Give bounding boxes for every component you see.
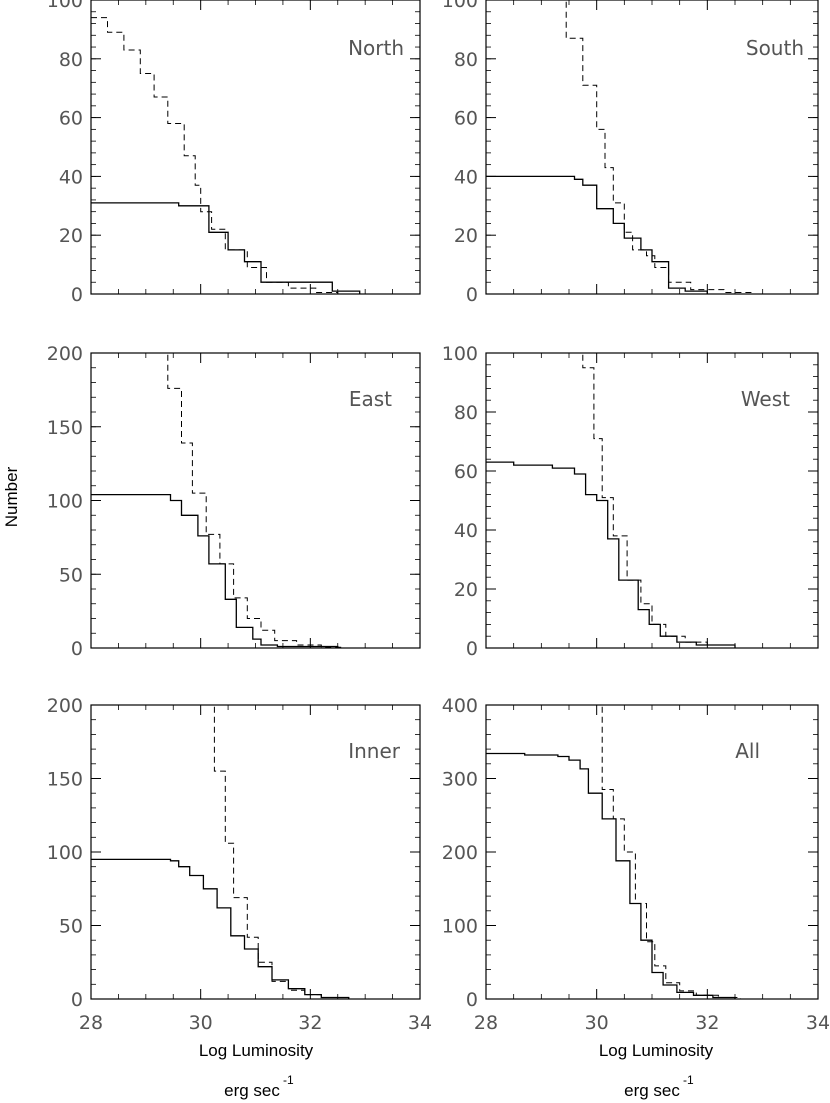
- y-tick-label: 200: [47, 695, 83, 717]
- y-tick-label: 150: [47, 417, 83, 439]
- y-tick-label: 0: [466, 284, 478, 306]
- y-tick-label: 40: [454, 166, 478, 188]
- y-tick-label: 0: [466, 989, 478, 1011]
- y-tick-label: 100: [442, 343, 478, 365]
- y-tick-label: 0: [71, 989, 83, 1011]
- series-observed: [91, 493, 339, 648]
- y-tick-label: 200: [47, 343, 83, 365]
- y-axis-title: Number: [2, 466, 21, 527]
- y-tick-label: 300: [442, 769, 478, 791]
- series-corrected: [91, 17, 339, 294]
- x-tick-label: 28: [474, 1012, 498, 1034]
- y-tick-label: 0: [71, 638, 83, 660]
- x-tick-label: 30: [189, 1012, 213, 1034]
- y-tick-label: 150: [47, 769, 83, 791]
- y-tick-label: 50: [59, 564, 83, 586]
- series-corrected: [557, 0, 753, 294]
- x-axis-title-right: Log Luminosity: [599, 1041, 714, 1060]
- x-axis-units-left: erg sec: [224, 1081, 280, 1100]
- panel-label: All: [735, 739, 760, 763]
- series-observed: [91, 858, 350, 999]
- y-tick-label: 100: [47, 842, 83, 864]
- series-corrected: [574, 353, 736, 648]
- y-tick-label: 400: [442, 695, 478, 717]
- y-tick-label: 80: [59, 49, 83, 71]
- y-tick-label: 80: [454, 49, 478, 71]
- x-axis-units-exponent-left: -1: [283, 1073, 294, 1087]
- x-tick-label: 30: [585, 1012, 609, 1034]
- series-observed: [486, 752, 736, 999]
- x-tick-label: 32: [695, 1012, 719, 1034]
- y-tick-label: 20: [454, 225, 478, 247]
- y-tick-label: 60: [59, 108, 83, 130]
- y-tick-label: 50: [59, 916, 83, 938]
- series-corrected: [593, 705, 741, 999]
- panel-east: 0 50 100 150 200 East: [47, 343, 421, 660]
- y-tick-label: 40: [59, 166, 83, 188]
- y-tick-label: 100: [442, 916, 478, 938]
- y-tick-label: 60: [454, 461, 478, 483]
- y-tick-label: 60: [454, 108, 478, 130]
- y-tick-label: 0: [71, 284, 83, 306]
- panel-label: Inner: [348, 739, 401, 763]
- y-tick-label: 20: [59, 225, 83, 247]
- panel-all: 0 100 200 300 400 28 30 32 34 All: [442, 695, 830, 1034]
- panel-north: 0 20 40 60 80 100 North: [47, 0, 421, 306]
- x-axis-units-right: erg sec: [624, 1081, 680, 1100]
- panel-west: 0 20 40 60 80 100 West: [442, 343, 819, 660]
- panel-south: 0 20 40 60 80 100 South: [442, 0, 819, 306]
- y-tick-label: 20: [454, 579, 478, 601]
- x-tick-label: 34: [408, 1012, 432, 1034]
- panel-label: East: [349, 387, 392, 411]
- y-tick-label: 100: [47, 0, 83, 12]
- y-tick-label: 0: [466, 638, 478, 660]
- series-observed: [486, 461, 736, 648]
- y-tick-label: 200: [442, 842, 478, 864]
- y-tick-label: 100: [442, 0, 478, 12]
- x-tick-label: 32: [298, 1012, 322, 1034]
- panel-label: West: [741, 387, 790, 411]
- x-axis-title-left: Log Luminosity: [199, 1041, 314, 1060]
- panel-inner: 0 50 100 150 200 28 30 32 34 Inner: [47, 695, 432, 1034]
- y-tick-label: 100: [47, 491, 83, 513]
- series-observed: [486, 175, 708, 294]
- x-tick-label: 34: [806, 1012, 830, 1034]
- y-tick-label: 80: [454, 402, 478, 424]
- x-tick-label: 28: [79, 1012, 103, 1034]
- panel-label: North: [348, 36, 404, 60]
- series-corrected: [206, 705, 350, 999]
- series-corrected: [159, 353, 344, 648]
- x-axis-units-exponent-right: -1: [683, 1073, 694, 1087]
- panel-label: South: [746, 36, 804, 60]
- y-tick-label: 40: [454, 520, 478, 542]
